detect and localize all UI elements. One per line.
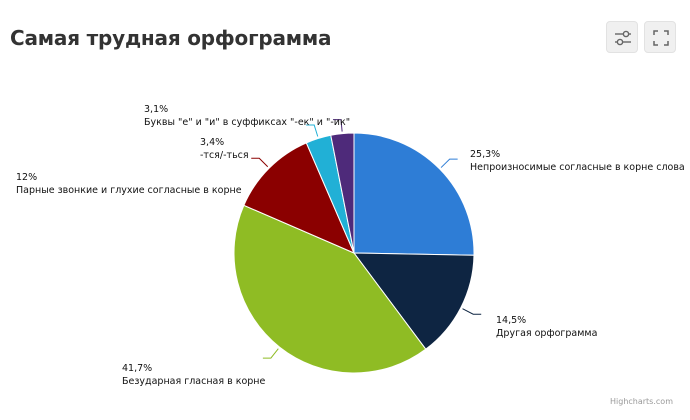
pie-slice[interactable] (352, 252, 475, 350)
slice-connector (440, 158, 458, 168)
slice-connector (262, 348, 279, 359)
slice-name-label: -тся/-ться (200, 150, 249, 161)
slice-percent-label: 41,7% (122, 363, 152, 374)
pie-slice[interactable] (330, 132, 355, 254)
chart-settings-button[interactable] (606, 21, 638, 53)
slice-connector (306, 124, 319, 137)
slice-name-label: Безударная гласная в корне (122, 376, 266, 387)
slice-percent-label: 14,5% (496, 315, 526, 326)
slice-name-label: Другая орфограмма (496, 328, 597, 339)
slice-connector (462, 308, 482, 315)
chart-title: Самая трудная орфограмма (10, 26, 332, 50)
slice-percent-label: 3,1% (144, 104, 168, 115)
pie-slice[interactable] (353, 132, 475, 256)
chart-credits[interactable]: Highcharts.com (610, 397, 673, 406)
slice-name-label: Парные звонкие и глухие согласные в корн… (16, 185, 242, 196)
slice-connector (332, 119, 343, 132)
expand-icon (653, 30, 669, 46)
slice-connector (251, 157, 269, 168)
slice-name-label: Непроизносимые согласные в корне слова (470, 162, 685, 173)
chart-fullscreen-button[interactable] (644, 21, 676, 53)
slice-percent-label: 25,3% (470, 149, 500, 160)
pie-slice[interactable] (243, 142, 355, 254)
pie-slice[interactable] (233, 204, 427, 374)
slice-percent-label: 12% (16, 172, 37, 183)
slice-percent-label: 3,4% (200, 137, 224, 148)
sliders-icon (615, 30, 631, 46)
slice-name-label: Буквы "е" и "и" в суффиксах "-ек" и "-ик… (144, 117, 350, 128)
